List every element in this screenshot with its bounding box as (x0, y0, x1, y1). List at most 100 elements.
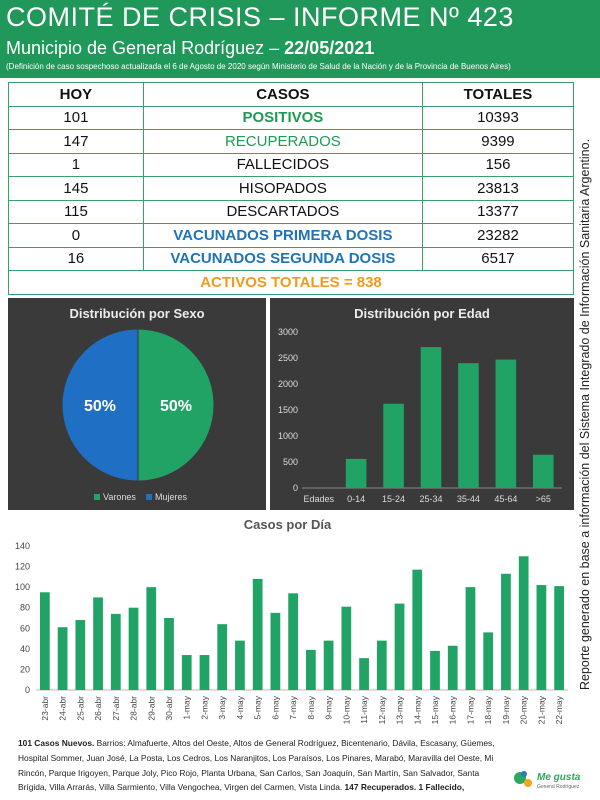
x-tick-label: 11-may (359, 695, 369, 723)
daily-bar (483, 632, 494, 690)
x-tick-label: 10-may (341, 695, 351, 724)
caso-cell: VACUNADOS PRIMERA DOSIS (142, 223, 423, 248)
logo-text: Me gusta (537, 772, 581, 783)
x-tick-label: 0-14 (347, 494, 365, 504)
x-tick-label: 4-may (235, 695, 245, 719)
age-bar (383, 403, 404, 488)
age-bar (495, 359, 517, 488)
hoy-cell: 145 (8, 176, 144, 201)
report-date: 22/05/2021 (284, 38, 375, 58)
y-tick-label: 20 (20, 664, 30, 674)
age-distribution-panel: Distribución por Edad 0 500 1000 1500 2000 25… (270, 298, 574, 510)
footer-lead: 101 Casos Nuevos. (18, 738, 95, 748)
x-tick-label: 12-may (377, 695, 387, 724)
x-tick-label: 17-may (465, 695, 475, 724)
y-tick-label: 100 (15, 582, 30, 592)
logo-mark (521, 771, 527, 777)
legend-swatch (146, 494, 152, 500)
report-subtitle: Municipio de General Rodríguez – 22/05/2… (6, 38, 374, 59)
caso-cell: DESCARTADOS (142, 199, 423, 224)
daily-bar (252, 578, 263, 690)
daily-bar (394, 603, 405, 690)
x-tick-label: 2-may (199, 695, 209, 719)
x-tick-label: 45-64 (494, 494, 517, 504)
caso-cell: RECUPERADOS (142, 129, 423, 154)
y-tick-label: 500 (283, 457, 298, 467)
legend-label: Mujeres (155, 492, 188, 502)
daily-bar (305, 649, 316, 690)
definition-note: (Definición de caso sospechoso actualiza… (6, 62, 511, 71)
daily-bar (217, 624, 228, 690)
source-note: Reporte generado en base a información d… (578, 138, 592, 690)
daily-cases-chart: 0 20 40 60 80 100 120 140 23-abr 24-abr 25-abr 26-a… (15, 541, 568, 724)
report-header: COMITÉ DE CRISIS – INFORME Nº 423 Munici… (0, 0, 600, 78)
report-title: COMITÉ DE CRISIS – INFORME Nº 423 (6, 2, 514, 32)
x-tick-label: 3-may (217, 695, 227, 719)
sex-distribution-panel: Distribución por Sexo 50% 50% Varones Mujer… (8, 298, 266, 510)
x-tick-label: 25-34 (419, 494, 442, 504)
x-tick-label: 24-abr (58, 696, 68, 721)
hoy-cell: 0 (8, 223, 144, 248)
daily-bar (110, 613, 121, 690)
age-bar (420, 347, 442, 488)
x-tick-label: 19-may (501, 695, 511, 724)
x-tick-label: 26-abr (93, 696, 103, 721)
x-tick-label: 30-abr (164, 696, 174, 721)
hoy-cell: 115 (8, 199, 144, 224)
y-tick-label: 0 (25, 685, 30, 695)
x-tick-label: 20-may (519, 695, 529, 724)
y-tick-label: 2500 (278, 353, 298, 363)
y-tick-label: 1000 (278, 431, 298, 441)
age-bar (458, 363, 479, 488)
daily-bar (128, 607, 139, 690)
footer-barrios: Barrios: Almafuerte, Altos del Oeste, Al… (18, 738, 495, 793)
total-cell: 23813 (421, 176, 575, 201)
x-tick-label: 14-may (412, 695, 422, 724)
me-gusta-logo: Me gusta General Rodríguez (514, 771, 581, 790)
age-chart-title: Distribución por Edad (354, 306, 490, 321)
pie-slice-mujeres (61, 328, 139, 482)
daily-bar (235, 640, 245, 690)
x-tick-label: 6-may (270, 695, 280, 719)
total-cell: 6517 (421, 246, 575, 271)
total-cell: 10393 (421, 105, 575, 130)
row-descartados: 115 DESCARTADOS 13377 (8, 199, 575, 224)
pie-value-label: 50% (84, 398, 116, 415)
x-tick-label: 25-abr (75, 696, 85, 721)
daily-bar (146, 587, 157, 690)
daily-bar (554, 586, 565, 690)
x-tick-label: 23-abr (40, 696, 50, 721)
y-tick-label: 3000 (278, 327, 298, 337)
x-tick-label: 13-may (395, 695, 405, 724)
row-fallecidos: 1 FALLECIDOS 156 (8, 152, 575, 177)
pie-slice-varones (137, 328, 215, 482)
legend-swatch (94, 494, 100, 500)
y-tick-label: 1500 (278, 405, 298, 415)
caso-cell: FALLECIDOS (142, 152, 423, 177)
total-cell: 23282 (421, 223, 575, 248)
daily-bar (430, 650, 440, 690)
daily-bar (199, 655, 210, 690)
row-activos: ACTIVOS TOTALES = 838 (8, 270, 574, 295)
x-tick-label: 21-may (536, 695, 546, 724)
x-tick-label: >65 (536, 494, 551, 504)
age-bar-chart: 0 500 1000 1500 2000 2500 3000 Edades 0-14 15-24 2… (278, 327, 562, 504)
y-tick-label: 140 (15, 541, 30, 551)
daily-bar (288, 593, 299, 690)
hoy-cell: 147 (8, 129, 144, 154)
col-header-casos: CASOS (142, 82, 423, 107)
activos-totales: ACTIVOS TOTALES = 838 (8, 270, 574, 295)
legend-label: Varones (103, 492, 136, 502)
caso-cell: VACUNADOS SEGUNDA DOSIS (142, 246, 423, 271)
stats-header-row: HOY CASOS TOTALES (8, 82, 575, 107)
daily-bar (501, 573, 511, 690)
x-tick-label: 29-abr (146, 696, 156, 721)
x-tick-label: 35-44 (457, 494, 480, 504)
x-tick-label: 9-may (324, 695, 334, 719)
col-header-hoy: HOY (8, 82, 144, 107)
daily-bar (447, 645, 458, 690)
y-tick-label: 0 (293, 483, 298, 493)
x-tick-label: 1-may (182, 695, 192, 719)
hoy-cell: 1 (8, 152, 144, 177)
daily-bar (359, 658, 369, 690)
